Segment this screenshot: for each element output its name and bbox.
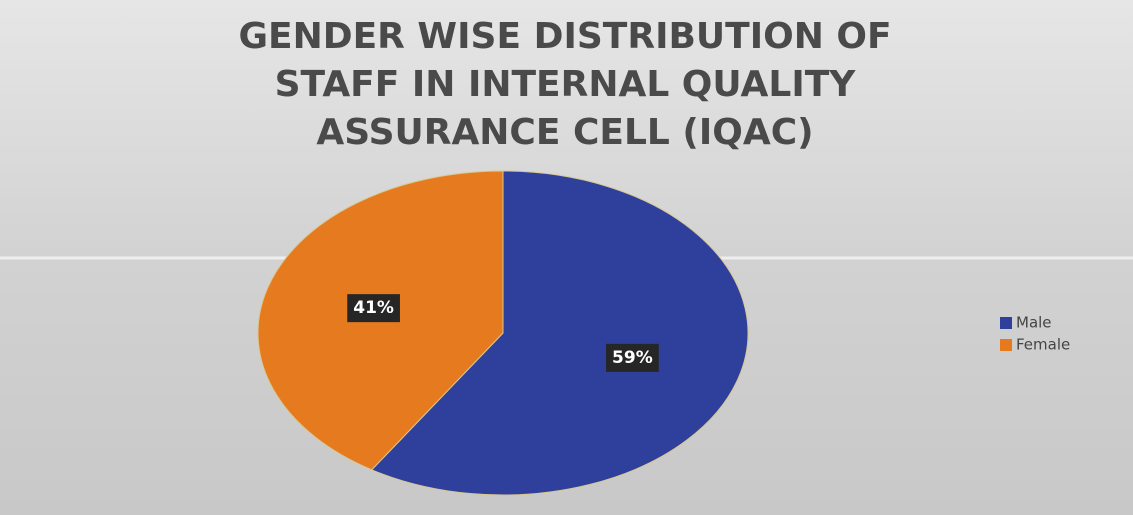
data-label-box bbox=[606, 343, 659, 372]
legend-swatch bbox=[1000, 317, 1012, 329]
data-label: 41% bbox=[353, 298, 394, 318]
data-label-box bbox=[347, 294, 400, 323]
chart-title: GENDER WISE DISTRIBUTION OF bbox=[238, 16, 891, 57]
pie-slice bbox=[370, 170, 749, 496]
legend-swatch bbox=[1000, 339, 1012, 351]
data-label: 59% bbox=[612, 348, 653, 368]
chart-title: STAFF IN INTERNAL QUALITY bbox=[275, 64, 857, 105]
legend-label: Male bbox=[1016, 314, 1052, 332]
legend-label: Female bbox=[1016, 336, 1070, 354]
chart-title: ASSURANCE CELL (IQAC) bbox=[316, 112, 813, 153]
